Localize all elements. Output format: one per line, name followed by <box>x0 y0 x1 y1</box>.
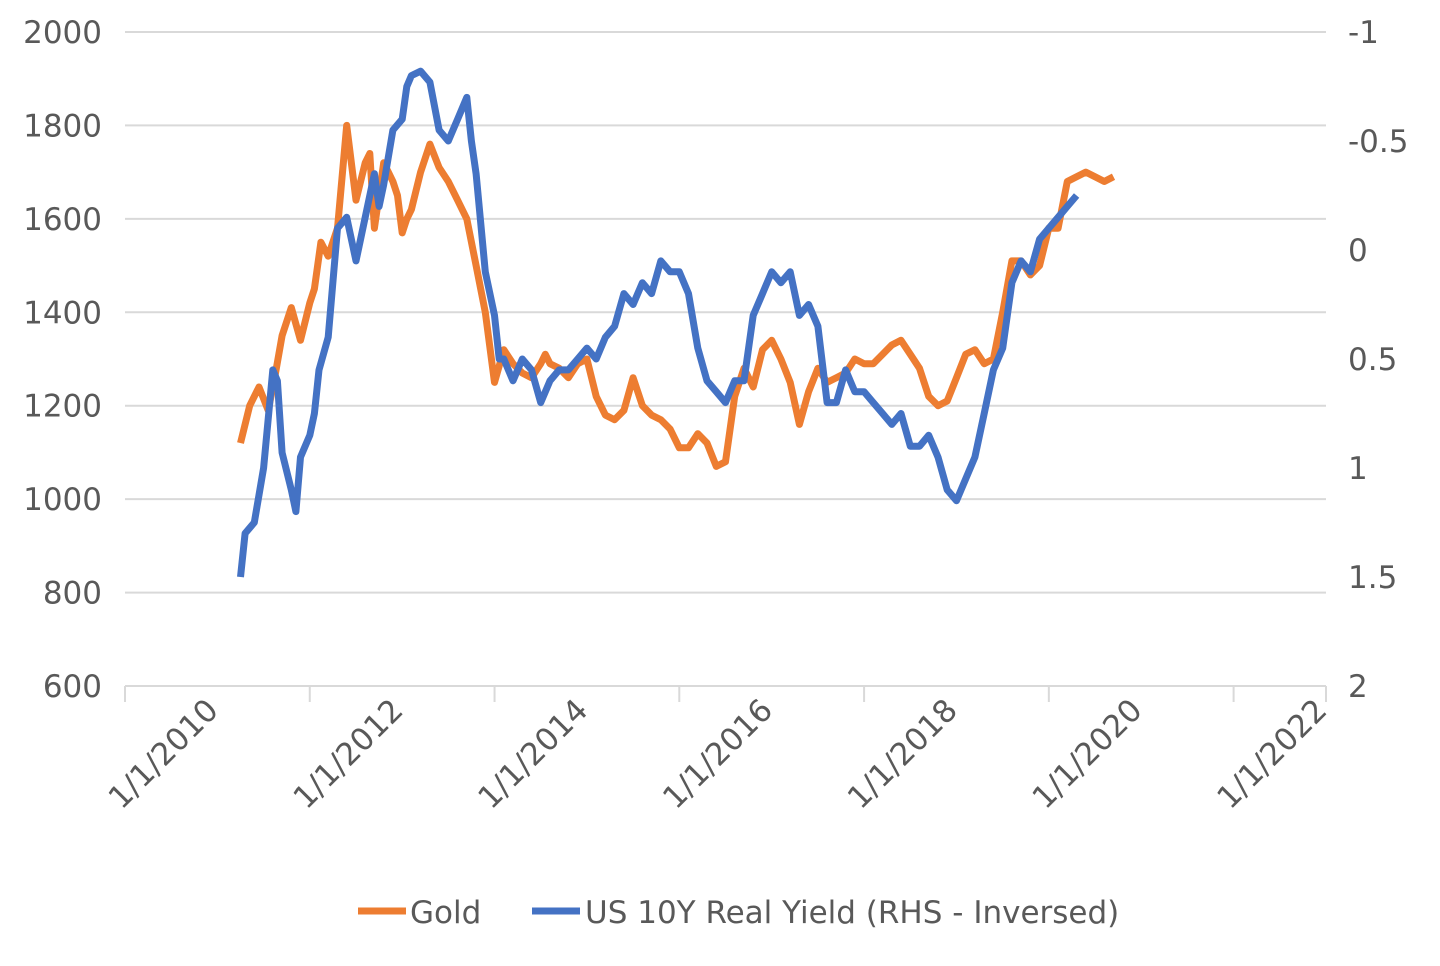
y-left-tick-label: 600 <box>43 669 102 705</box>
x-tick-label: 1/1/2014 <box>471 692 595 816</box>
x-tick-label: 1/1/2016 <box>656 692 780 816</box>
x-tick-label: 1/1/2018 <box>841 692 965 816</box>
y-right-tick-label: 0 <box>1348 233 1368 269</box>
gold-line <box>237 121 1116 470</box>
x-tick-label: 1/1/2012 <box>287 692 411 816</box>
right-y-axis: -1 -0.5 0 0.5 1 1.5 2 <box>1348 15 1409 705</box>
y-right-tick-label: 0.5 <box>1348 342 1397 378</box>
real-yield-line <box>237 67 1080 578</box>
y-right-tick-label: -1 <box>1348 15 1379 51</box>
x-axis: 1/1/2010 1/1/2012 1/1/2014 1/1/2016 1/1/2018… <box>102 685 1334 816</box>
x-tick-label: 1/1/2010 <box>102 692 226 816</box>
y-left-tick-label: 2000 <box>23 15 102 51</box>
y-left-tick-label: 1800 <box>23 108 102 144</box>
x-tick-label: 1/1/2022 <box>1210 692 1334 816</box>
y-right-tick-label: 1.5 <box>1348 560 1397 596</box>
x-tick-label: 1/1/2020 <box>1026 692 1150 816</box>
legend: Gold US 10Y Real Yield (RHS - Inversed) <box>358 895 1119 931</box>
left-y-axis: 600 800 1000 1200 1400 1600 1800 2000 <box>23 15 102 705</box>
y-left-tick-label: 1000 <box>23 482 102 518</box>
y-right-tick-label: 1 <box>1348 451 1368 487</box>
legend-label-real-yield: US 10Y Real Yield (RHS - Inversed) <box>585 895 1119 931</box>
legend-label-gold: Gold <box>410 895 481 931</box>
y-left-tick-label: 800 <box>43 576 102 612</box>
y-left-tick-label: 1200 <box>23 389 102 425</box>
y-left-tick-label: 1400 <box>23 295 102 331</box>
y-right-tick-label: 2 <box>1348 669 1368 705</box>
y-right-tick-label: -0.5 <box>1348 124 1409 160</box>
y-left-tick-label: 1600 <box>23 202 102 238</box>
series-layer <box>237 67 1116 578</box>
